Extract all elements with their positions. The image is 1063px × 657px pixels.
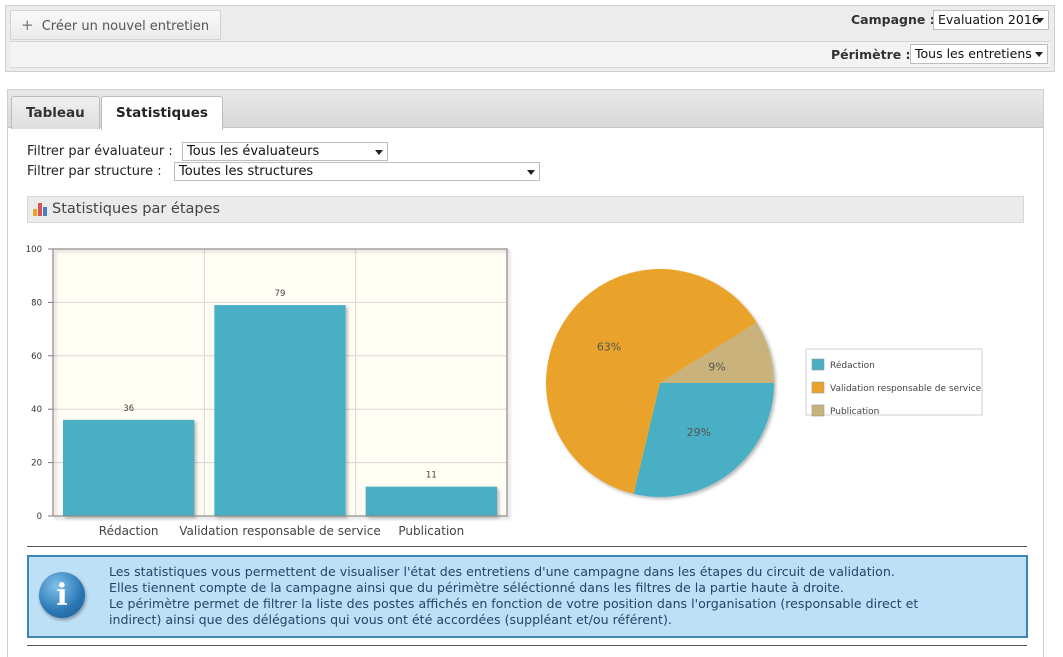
chevron-down-icon bbox=[375, 150, 383, 155]
create-interview-button[interactable]: + Créer un nouvel entretien bbox=[10, 10, 221, 40]
structure-filter-value: Toutes les structures bbox=[179, 164, 314, 179]
legend-label: Publication bbox=[830, 407, 879, 417]
scope-select-value: Tous les entretiens bbox=[915, 46, 1032, 61]
pie-group bbox=[546, 269, 774, 498]
y-tick-label: 60 bbox=[31, 352, 42, 362]
y-tick-label: 0 bbox=[37, 512, 42, 522]
bar-plot-frame bbox=[52, 248, 508, 517]
pie-slice bbox=[633, 383, 774, 498]
campaign-label: Campagne : bbox=[851, 12, 935, 27]
pie-slice bbox=[660, 322, 774, 383]
evaluator-filter-label: Filtrer par évaluateur : bbox=[27, 144, 173, 159]
stats-section-header: Statistiques par étapes bbox=[27, 196, 1024, 223]
info-box: i Les statistiques vous permettent de vi… bbox=[27, 555, 1028, 638]
bar-value-label: 79 bbox=[275, 289, 286, 299]
chevron-down-icon bbox=[1035, 52, 1043, 57]
info-text: Les statistiques vous permettent de visu… bbox=[109, 564, 1009, 628]
info-icon: i bbox=[39, 572, 85, 618]
toolbar-lower-strip bbox=[10, 42, 1050, 68]
bar bbox=[214, 305, 346, 516]
y-tick-label: 40 bbox=[31, 405, 42, 415]
toolbar-divider bbox=[10, 41, 1050, 42]
stats-section-title: Statistiques par étapes bbox=[52, 201, 221, 217]
bar bbox=[365, 486, 497, 516]
info-line: Les statistiques vous permettent de visu… bbox=[109, 564, 895, 579]
chevron-down-icon bbox=[527, 170, 535, 175]
top-toolbar: + Créer un nouvel entretien Campagne : E… bbox=[5, 5, 1055, 72]
pie-value-label: 63% bbox=[597, 340, 621, 353]
create-interview-label: Créer un nouvel entretien bbox=[41, 19, 210, 34]
tab-statistiques[interactable]: Statistiques bbox=[101, 96, 223, 130]
tab-bar: Tableau Statistiques bbox=[8, 90, 1043, 130]
campaign-select[interactable]: Evaluation 2016 bbox=[933, 10, 1049, 30]
info-line: indirect) ainsi que des délégations qui … bbox=[109, 612, 672, 627]
chevron-down-icon bbox=[1036, 18, 1044, 23]
plus-icon: + bbox=[21, 16, 34, 34]
evaluator-filter-select[interactable]: Tous les évaluateurs bbox=[182, 142, 388, 161]
statistics-panel: Tableau Statistiques Filtrer par évaluat… bbox=[7, 89, 1044, 657]
legend-label: Validation responsable de service bbox=[830, 384, 982, 394]
y-tick-label: 20 bbox=[31, 459, 42, 469]
info-top-rule bbox=[27, 546, 1027, 547]
pie-value-label: 9% bbox=[708, 361, 725, 374]
x-tick-label: Publication bbox=[398, 524, 464, 538]
pie-slice bbox=[546, 269, 757, 494]
y-tick-label: 100 bbox=[26, 245, 42, 255]
bar-chart-icon bbox=[33, 203, 47, 216]
scope-select[interactable]: Tous les entretiens bbox=[910, 44, 1048, 64]
evaluator-filter-value: Tous les évaluateurs bbox=[187, 144, 320, 159]
structure-filter-select[interactable]: Toutes les structures bbox=[174, 162, 540, 181]
tab-tableau[interactable]: Tableau bbox=[11, 96, 100, 129]
legend-box bbox=[805, 348, 983, 416]
bar-value-label: 11 bbox=[426, 471, 437, 481]
x-tick-label: Validation responsable de service bbox=[179, 524, 381, 538]
legend-swatch bbox=[811, 404, 825, 417]
x-tick-label: Rédaction bbox=[99, 524, 159, 538]
scope-label: Périmètre : bbox=[831, 47, 911, 62]
info-line: Elles tiennent compte de la campagne ain… bbox=[109, 580, 844, 595]
structure-filter-label: Filtrer par structure : bbox=[27, 164, 162, 179]
charts-area: 0 20 40 60 80 100 36 Rédaction 79 Validation resp… bbox=[26, 245, 983, 538]
legend-label: Rédaction bbox=[830, 360, 875, 371]
y-tick-label: 80 bbox=[31, 298, 42, 308]
campaign-select-value: Evaluation 2016 bbox=[938, 12, 1040, 27]
info-line: Le périmètre permet de filtrer la liste … bbox=[109, 596, 919, 611]
bar-value-label: 36 bbox=[123, 404, 134, 414]
bar bbox=[63, 419, 195, 516]
legend-swatch bbox=[811, 381, 825, 394]
info-bottom-rule bbox=[27, 645, 1027, 646]
pie-value-label: 29% bbox=[687, 426, 711, 439]
legend-swatch bbox=[811, 358, 825, 371]
